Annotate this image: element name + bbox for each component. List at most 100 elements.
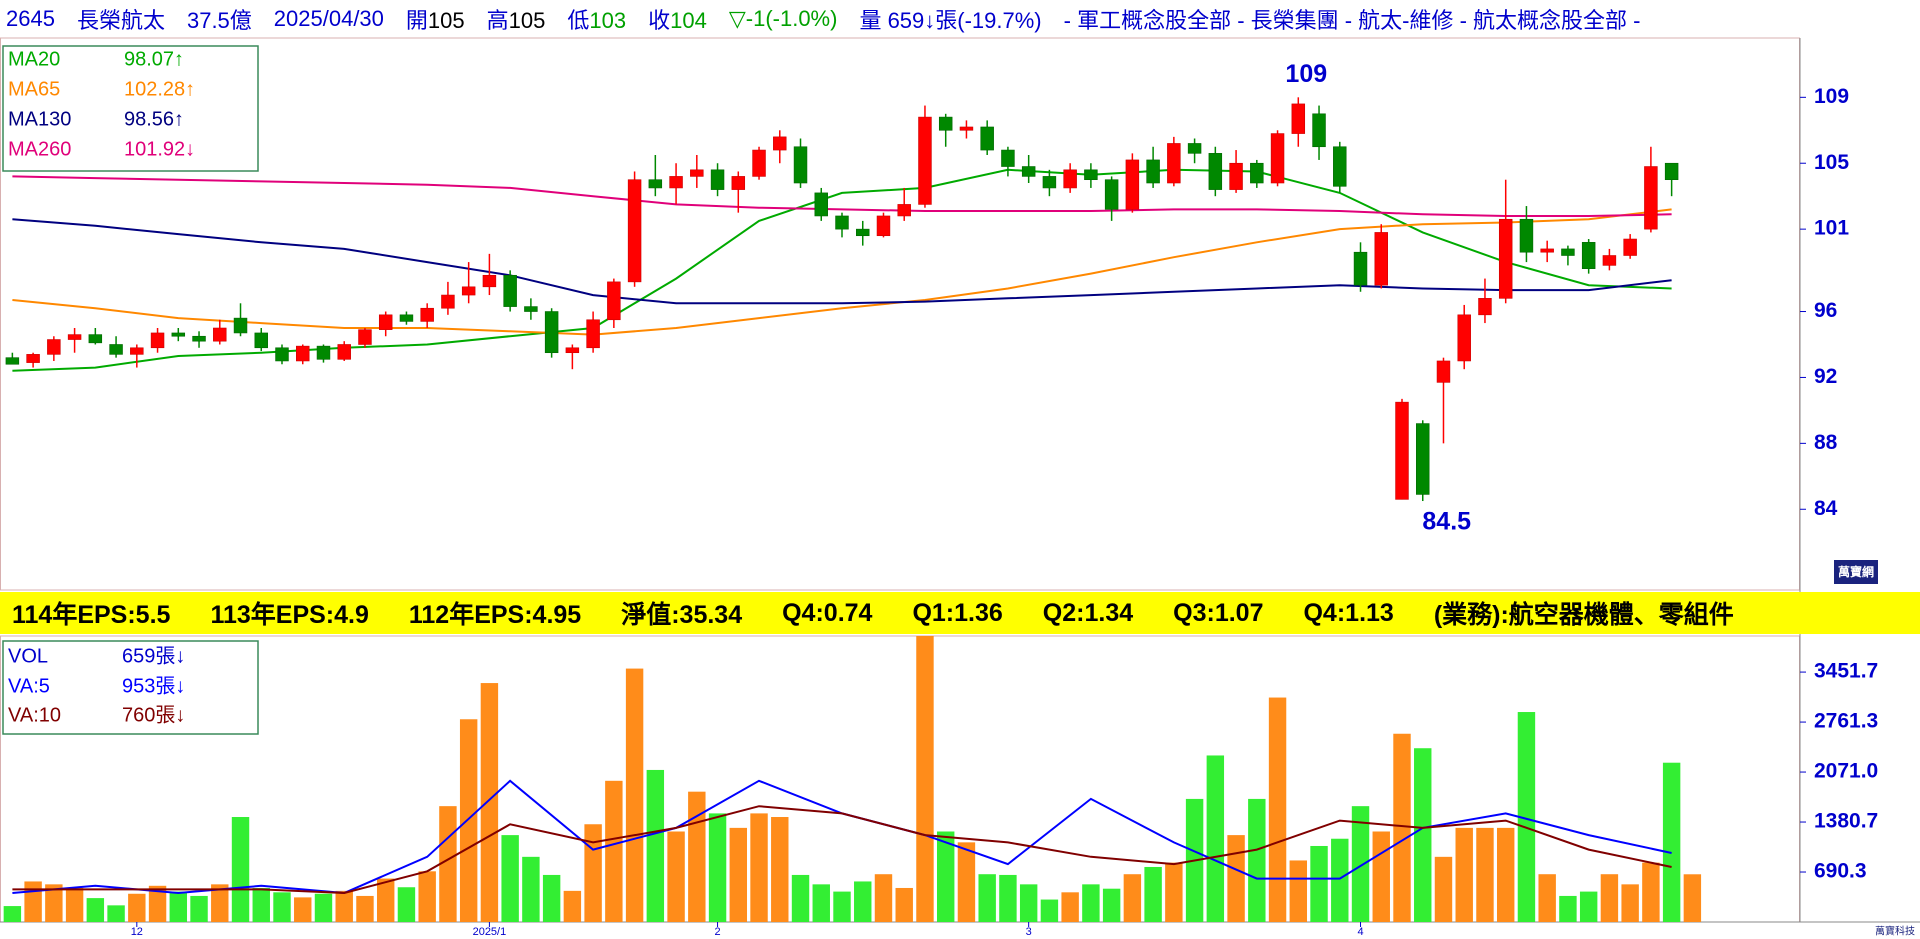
volume-bar	[895, 887, 913, 922]
eps-item: (業務):航空器機體、零組件	[1433, 601, 1734, 629]
y-tick-label: 2071.0	[1814, 760, 1878, 783]
candle-body	[607, 281, 621, 321]
volume-bar	[418, 871, 436, 922]
candle-body	[876, 215, 891, 237]
candle-body	[1104, 179, 1119, 210]
candle-body	[1146, 159, 1160, 184]
candle-body	[88, 334, 103, 344]
candle-body	[1063, 169, 1077, 189]
volume-bar	[24, 881, 42, 922]
candle-body	[67, 334, 82, 340]
volume-bar	[646, 769, 665, 922]
market-cap: 37.5億	[186, 8, 252, 33]
header: 2645 長榮航太 37.5億 2025/04/30 開105 高105 低10…	[6, 0, 1920, 38]
volume-bar	[542, 874, 561, 922]
volume-bar	[1102, 888, 1121, 922]
candle-body	[358, 329, 372, 345]
volume-bar	[812, 884, 830, 922]
candle-body	[1187, 143, 1202, 154]
volume-bar	[978, 874, 996, 922]
candle-body	[192, 335, 206, 342]
volume-bar	[688, 791, 706, 922]
volume-bar	[1621, 884, 1639, 922]
candle-body	[524, 306, 538, 312]
low-annotation: 84.5	[1422, 508, 1471, 536]
volume-bar	[231, 817, 250, 922]
eps-item: 114年EPS:5.5	[12, 601, 171, 629]
volume-bar	[397, 887, 416, 922]
volume-bar	[356, 895, 374, 922]
legend-name: VA:5	[8, 675, 50, 697]
volume-bar	[1538, 874, 1556, 922]
candle-body	[897, 204, 911, 217]
volume-bar	[1414, 748, 1432, 922]
x-tick-label: 2025/1	[473, 926, 507, 938]
volume-bar	[1517, 712, 1536, 922]
candle-body	[213, 327, 227, 342]
label: 低	[567, 8, 590, 33]
legend-value: 953張↓	[122, 675, 185, 697]
eps-item: Q4:1.13	[1303, 598, 1394, 627]
volume-bar	[1393, 733, 1411, 922]
volume-bar	[1144, 866, 1162, 922]
legend-value: 102.28↑	[124, 78, 195, 100]
y-tick-label: 92	[1814, 365, 1837, 388]
candle-body	[1270, 133, 1285, 184]
x-tick-label: 2	[714, 926, 720, 938]
volume-bar	[708, 813, 727, 922]
ma-line	[12, 805, 1672, 895]
legend-box	[2, 640, 259, 735]
y-tick-label: 1380.7	[1814, 810, 1878, 833]
candle-body	[1084, 169, 1098, 181]
volume-bar	[376, 878, 395, 922]
candle-body	[1623, 238, 1637, 256]
legend-name: VOL	[8, 645, 48, 667]
volume-bar	[86, 898, 105, 922]
open: 開105	[406, 3, 465, 35]
candle-body	[1478, 298, 1492, 316]
y-tick-label: 3451.7	[1814, 660, 1878, 683]
y-tick-label: 2761.3	[1814, 710, 1878, 733]
candle-body	[835, 215, 849, 230]
value: 103	[589, 8, 627, 33]
candle-body	[296, 345, 310, 362]
y-tick-label: 109	[1814, 85, 1849, 108]
ma-line	[12, 218, 1672, 305]
volume-bar	[1310, 845, 1328, 922]
volume-bar	[1040, 899, 1059, 922]
ma-line	[12, 208, 1672, 336]
candle-body	[752, 149, 766, 177]
brand: 萬寶科技	[1875, 925, 1915, 938]
volume-bar	[1123, 874, 1142, 922]
legend-name: MA65	[8, 78, 60, 100]
x-tick-label: 3	[1026, 926, 1032, 938]
candle-body	[1021, 166, 1036, 177]
candle-body	[648, 179, 663, 189]
volume-bar	[273, 892, 291, 922]
volume-bar	[1351, 806, 1370, 922]
volume-bar	[729, 827, 748, 922]
candle-body	[1416, 423, 1430, 495]
eps-item: 113年EPS:4.9	[210, 601, 369, 629]
high: 高105	[487, 3, 546, 35]
volume-bar	[480, 683, 499, 922]
candle-body	[1540, 248, 1554, 253]
volume-bar	[563, 890, 582, 922]
volume-bar	[1019, 884, 1038, 922]
volume-bar	[501, 835, 519, 922]
eps-item: 112年EPS:4.95	[408, 601, 582, 629]
volume-bar	[1455, 827, 1473, 922]
volume-bar	[107, 905, 125, 922]
candle-body	[793, 146, 808, 184]
candle-body	[1208, 153, 1223, 190]
candle-body	[1457, 314, 1471, 362]
candle-body	[275, 347, 289, 362]
candle-body	[1353, 251, 1368, 286]
volume-bar	[1600, 874, 1619, 922]
candle-body	[1125, 159, 1140, 210]
volume-bar	[936, 831, 955, 922]
volume-bar	[252, 887, 270, 922]
ma-line	[12, 168, 1672, 372]
legend-box	[2, 45, 259, 172]
